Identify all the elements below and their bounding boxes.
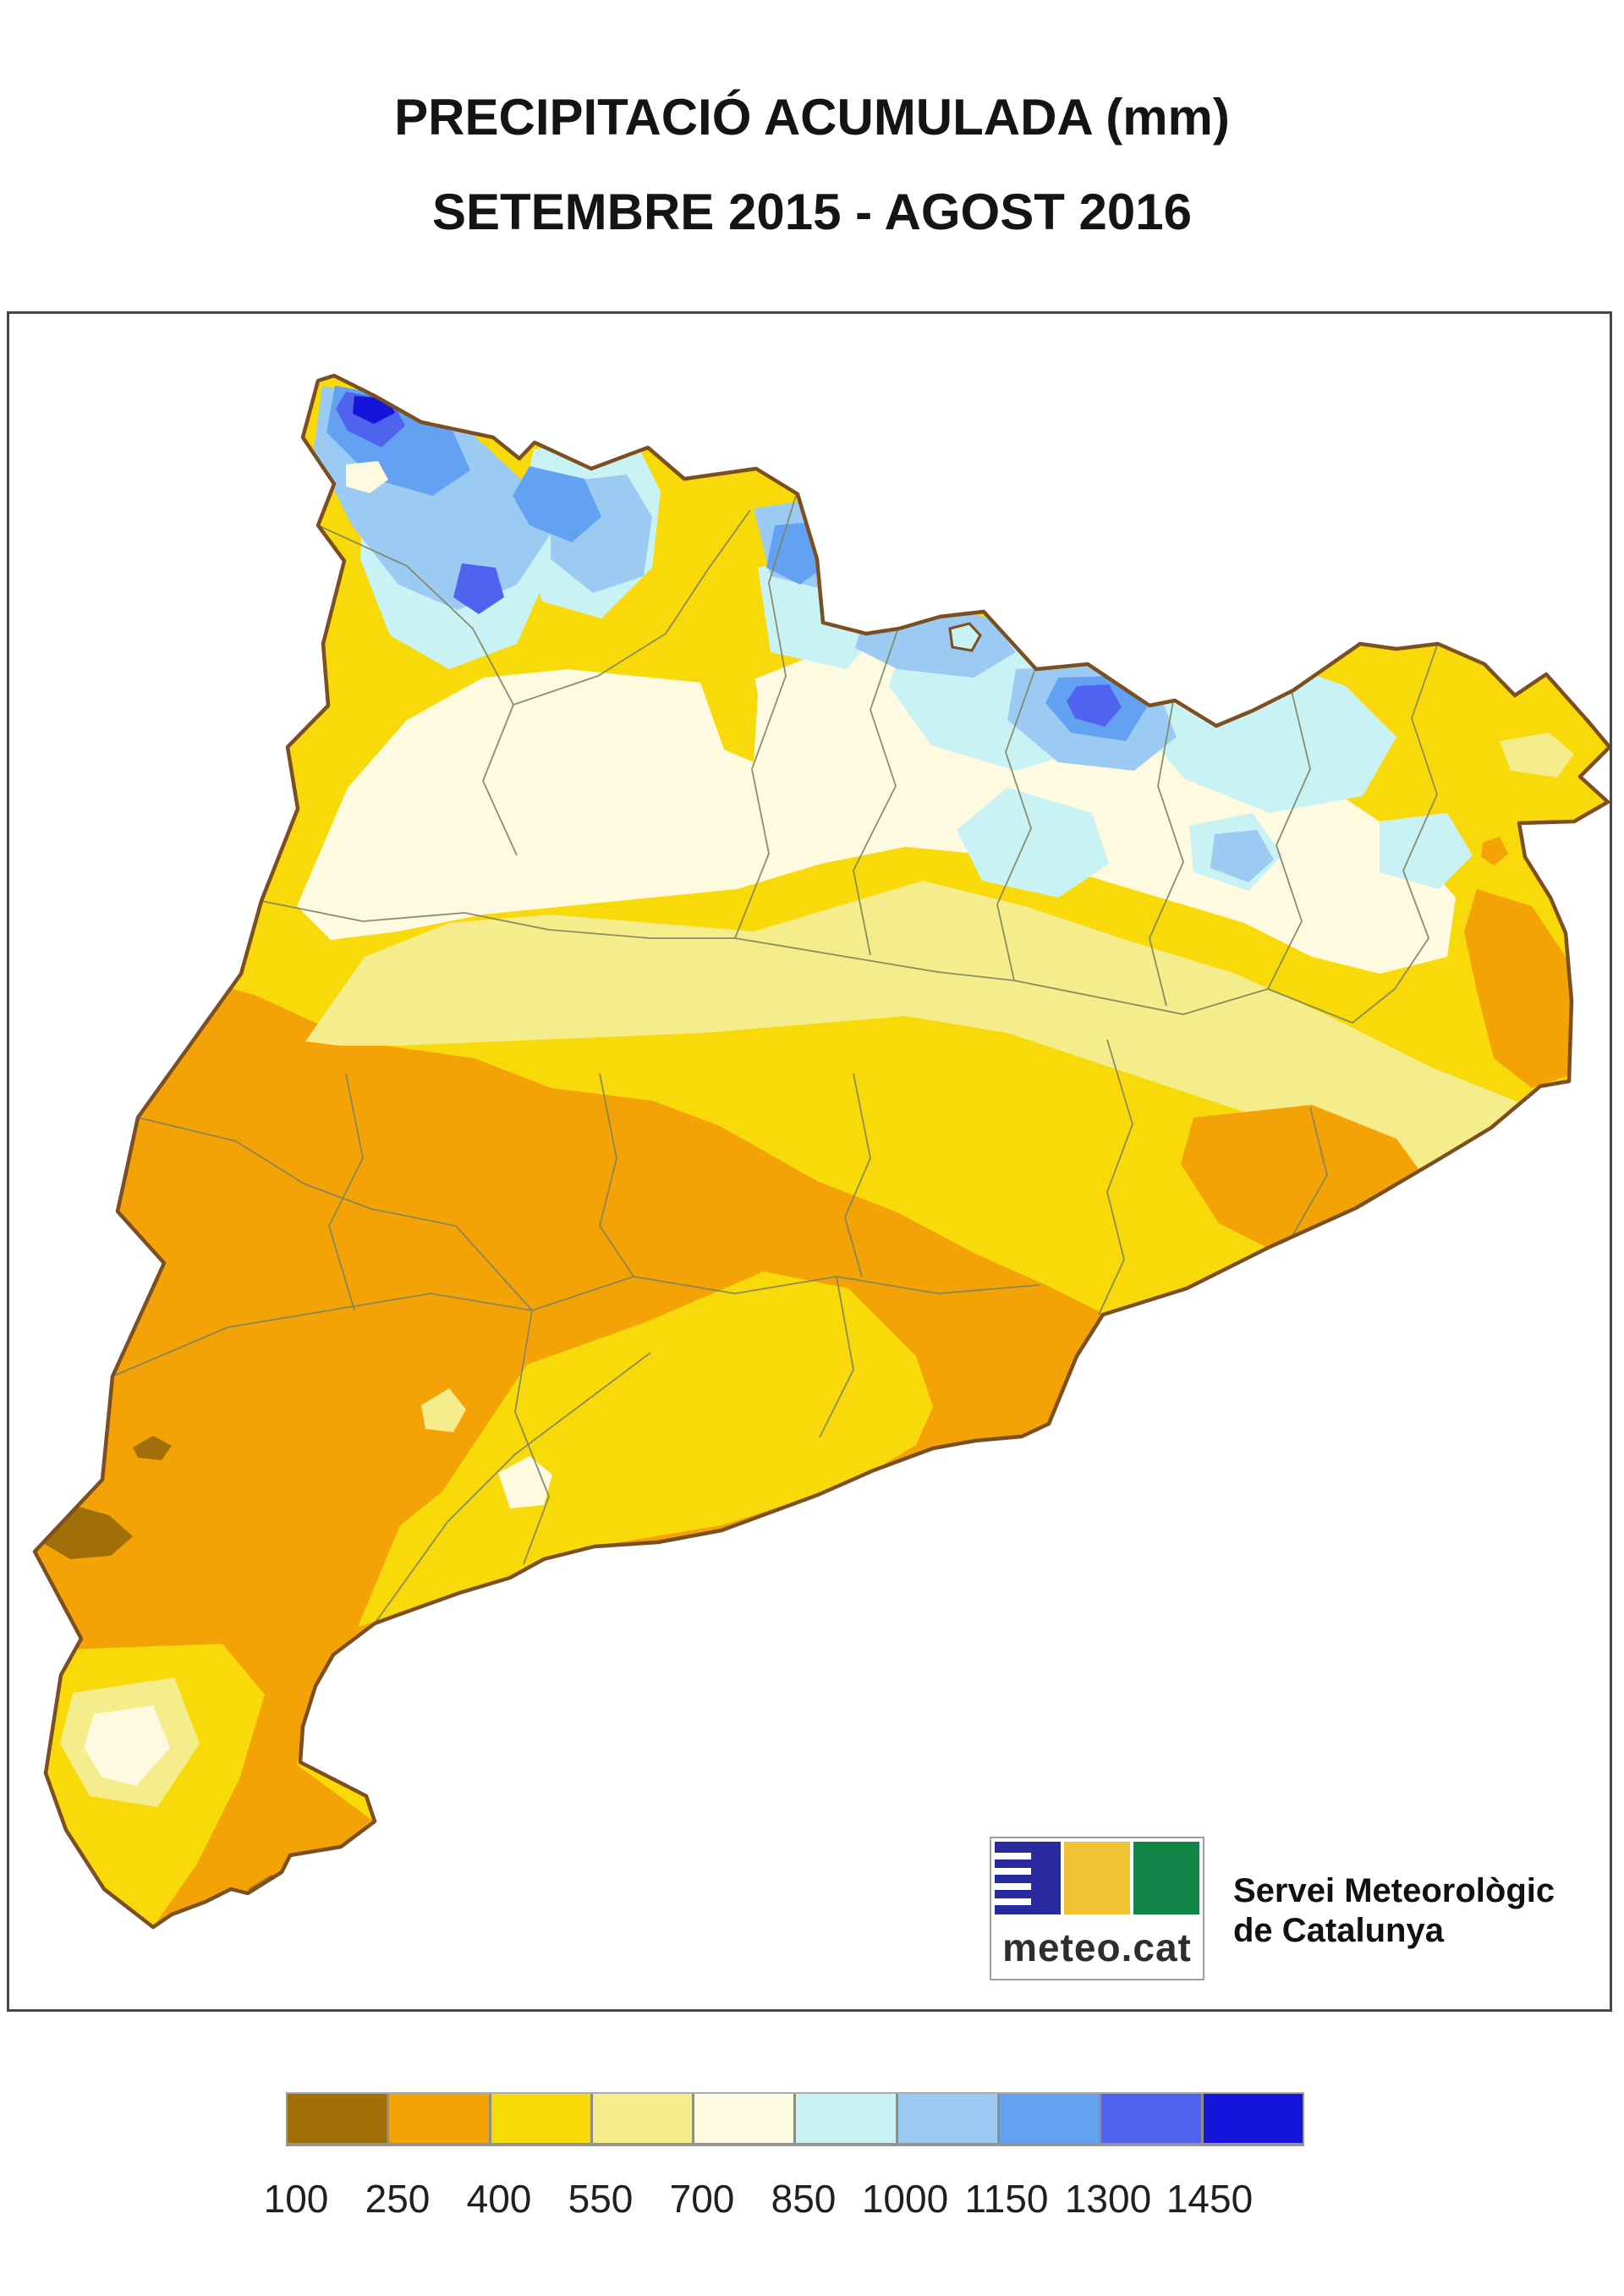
legend-labels: 100 250 400 550 700 850 1000 1150 1300 1450 bbox=[245, 2176, 1362, 2222]
llivia-enclave bbox=[948, 622, 982, 652]
legend-bar bbox=[286, 2092, 1304, 2146]
legend-value-1000: 1000 bbox=[861, 2177, 949, 2221]
legend-cell-100 bbox=[288, 2094, 390, 2143]
legend-cell-700 bbox=[694, 2094, 797, 2143]
legend-value-1150: 1150 bbox=[964, 2177, 1049, 2221]
legend-cell-250 bbox=[389, 2094, 491, 2143]
org-name-line2: de Catalunya bbox=[1233, 1912, 1444, 1949]
catalonia-precipitation-map bbox=[32, 373, 1610, 1930]
legend-value-1450: 1450 bbox=[1166, 2177, 1254, 2221]
legend-value-850: 850 bbox=[771, 2177, 837, 2221]
legend-value-700: 700 bbox=[669, 2177, 735, 2221]
legend-cell-1300 bbox=[1101, 2094, 1204, 2143]
legend-cell-1150 bbox=[1000, 2094, 1102, 2143]
legend-cell-1000 bbox=[897, 2094, 1001, 2143]
legend-cell-850 bbox=[796, 2094, 898, 2143]
legend-value-250: 250 bbox=[365, 2177, 431, 2221]
legend-cell-400 bbox=[491, 2094, 593, 2143]
legend-value-400: 400 bbox=[466, 2177, 532, 2221]
catalonia-outline bbox=[32, 373, 1610, 1930]
comarca-boundaries bbox=[112, 495, 1438, 1624]
map-frame: meteo.cat bbox=[7, 311, 1612, 2012]
map-subtitle-period: SETEMBRE 2015 - AGOST 2016 bbox=[431, 184, 1193, 240]
legend-value-1300: 1300 bbox=[1064, 2177, 1152, 2221]
legend-value-550: 550 bbox=[568, 2177, 634, 2221]
legend-cell-1450 bbox=[1203, 2094, 1303, 2143]
sun-icon bbox=[1064, 1842, 1130, 1914]
logo-bars-icon bbox=[995, 1842, 1061, 1914]
legend-value-100: 100 bbox=[263, 2177, 329, 2221]
org-name-line1: Servei Meteorològic bbox=[1233, 1872, 1555, 1909]
org-name: Servei Meteorològic de Catalunya bbox=[1233, 1871, 1555, 1951]
cloud-icon bbox=[1133, 1842, 1199, 1914]
logo-brand-text: meteo.cat bbox=[1002, 1925, 1192, 1969]
logo-squares bbox=[991, 1838, 1203, 1914]
map-title: PRECIPITACIÓ ACUMULADA (mm) bbox=[394, 89, 1230, 146]
legend-cell-550 bbox=[592, 2094, 695, 2143]
meteocat-logo: meteo.cat bbox=[990, 1837, 1204, 1980]
